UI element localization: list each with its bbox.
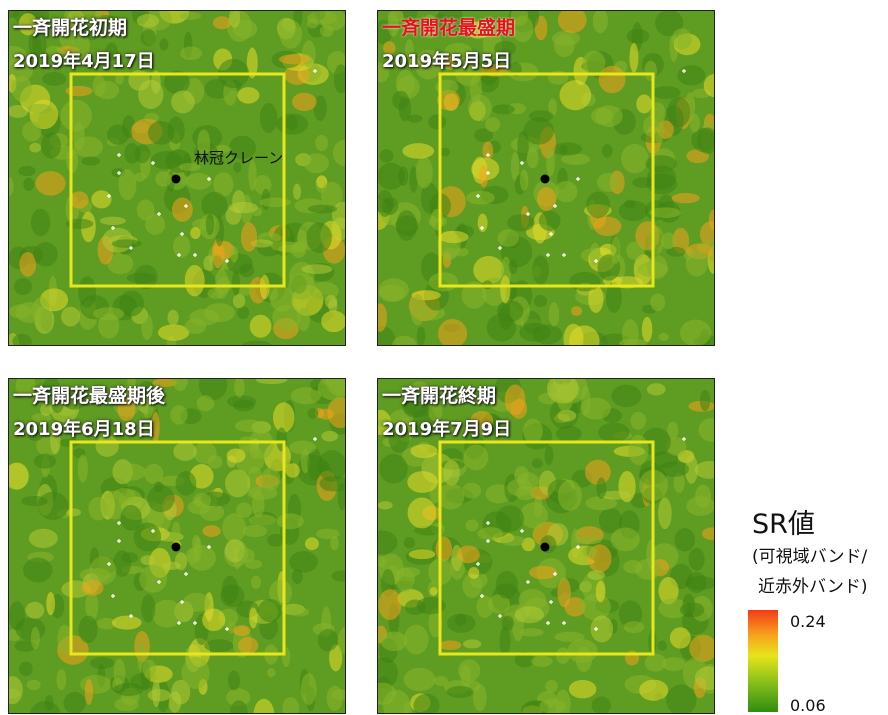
panel-date: 2019年6月18日: [13, 415, 155, 441]
panel-title: 一斉開花最盛期: [382, 13, 515, 40]
image-panel: 一斉開花初期 2019年4月17日: [8, 10, 346, 346]
legend-title: SR値: [752, 502, 815, 541]
panel-date: 2019年4月17日: [13, 47, 155, 73]
legend-subtitle: (可視域バンド/: [752, 542, 867, 567]
panel-title: 一斉開花初期: [13, 13, 127, 40]
color-bar-min: 0.06: [790, 696, 826, 715]
panel-date: 2019年5月5日: [382, 47, 511, 73]
image-panel: 一斉開花最盛期後 2019年6月18日: [8, 378, 346, 714]
panel-title: 一斉開花最盛期後: [13, 381, 165, 408]
image-panel: 一斉開花終期 2019年7月9日: [377, 378, 715, 714]
annotation: 林冠クレーン: [194, 147, 283, 168]
panel-title: 一斉開花終期: [382, 381, 496, 408]
legend-subtitle: 近赤外バンド): [758, 572, 867, 597]
color-bar: [748, 610, 778, 712]
page: {"panels":[{"title":"一斉開花初期","date":"201…: [0, 0, 888, 713]
image-panel: 一斉開花最盛期 2019年5月5日: [377, 10, 715, 346]
panel-date: 2019年7月9日: [382, 415, 511, 441]
color-bar-max: 0.24: [790, 612, 826, 631]
